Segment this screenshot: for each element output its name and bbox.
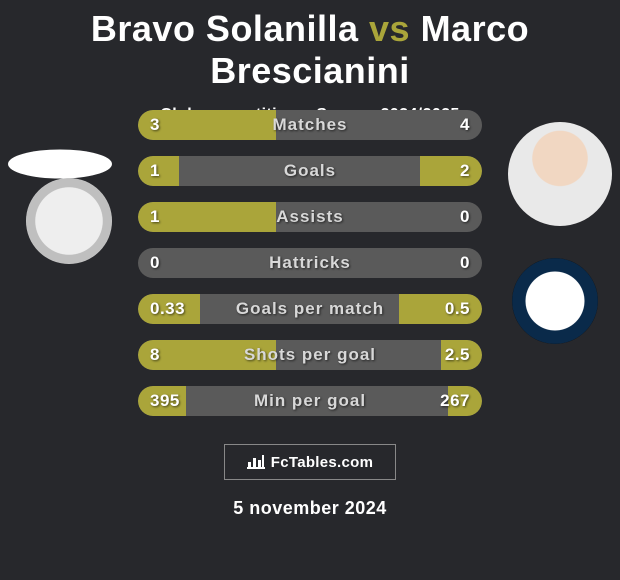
stat-label: Goals per match [138,294,482,324]
stat-label: Min per goal [138,386,482,416]
stat-label: Matches [138,110,482,140]
value-left: 3 [150,110,160,140]
value-left: 0.33 [150,294,185,324]
value-left: 1 [150,156,160,186]
stat-label: Hattricks [138,248,482,278]
stat-row: Goals per match0.33 0.5 [0,294,620,324]
vs-text: vs [369,8,410,49]
player1-name: Bravo Solanilla [91,8,359,49]
value-left: 395 [150,386,180,416]
chart-icon [247,455,265,469]
stat-row: Shots per goal8 2.5 [0,340,620,370]
date-text: 5 november 2024 [0,498,620,519]
value-right: 2 [460,156,470,186]
stat-row: Assists1 0 [0,202,620,232]
value-right: 0.5 [445,294,470,324]
branding-text: FcTables.com [271,454,374,471]
value-right: 2.5 [445,340,470,370]
stat-label: Assists [138,202,482,232]
page-title: Bravo Solanilla vs Marco Brescianini [0,0,620,92]
stat-row: Min per goal395 267 [0,386,620,416]
stat-label: Goals [138,156,482,186]
stat-row: Hattricks0 0 [0,248,620,278]
stat-label: Shots per goal [138,340,482,370]
value-left: 0 [150,248,160,278]
value-right: 0 [460,202,470,232]
value-left: 1 [150,202,160,232]
comparison-chart: Matches34Goals12Assists10Hattricks00Goal… [0,110,620,432]
value-right: 0 [460,248,470,278]
stat-row: Goals1 2 [0,156,620,186]
value-right: 4 [460,110,470,140]
value-left: 8 [150,340,160,370]
value-right: 267 [440,386,470,416]
stat-row: Matches3 4 [0,110,620,140]
branding-box: FcTables.com [224,444,396,480]
